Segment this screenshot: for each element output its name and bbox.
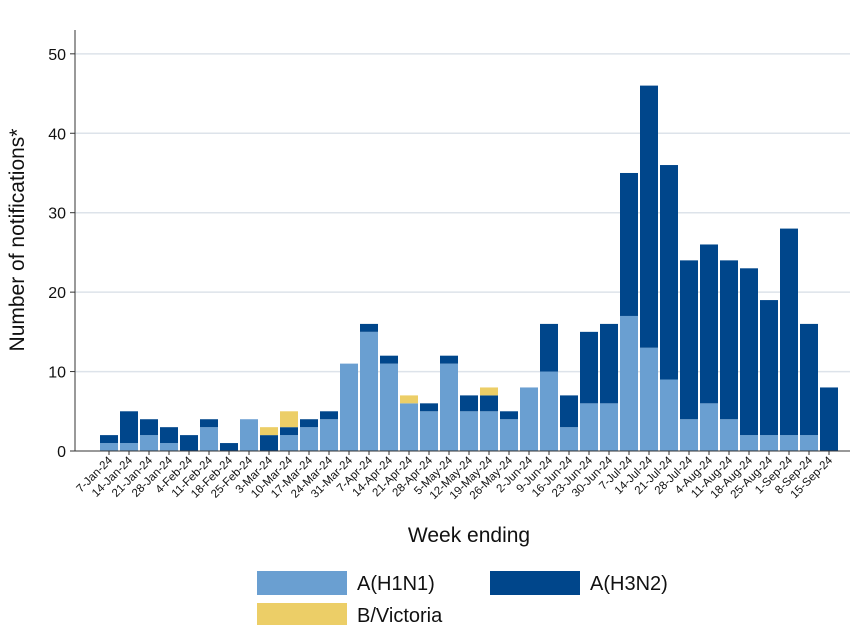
bar-segment — [360, 331, 378, 451]
bar-segment — [260, 427, 278, 436]
bar-segment — [760, 300, 778, 436]
bar-segment — [640, 347, 658, 451]
bar-segment — [280, 411, 298, 428]
legend-swatch — [257, 571, 347, 595]
bar-segment — [380, 363, 398, 451]
bar-segment — [680, 419, 698, 451]
bar-segment — [420, 403, 438, 412]
bar-segment — [520, 387, 538, 451]
bar-segment — [400, 403, 418, 451]
legend-label: A(H1N1) — [357, 573, 435, 595]
bar-segment — [160, 443, 178, 451]
bar-segment — [180, 435, 198, 451]
bar-segment — [360, 323, 378, 332]
bar-segment — [700, 244, 718, 404]
y-tick-label: 20 — [48, 285, 66, 302]
bar-segment — [720, 260, 738, 420]
bar-segment — [620, 315, 638, 451]
bar-segment — [200, 419, 218, 428]
bar-segment — [600, 323, 618, 404]
bar-segment — [560, 427, 578, 451]
bar-segment — [740, 268, 758, 436]
bar-segment — [740, 435, 758, 451]
bar-segment — [660, 379, 678, 451]
legend-swatch — [490, 571, 580, 595]
bar-segment — [480, 411, 498, 451]
bar-segment — [480, 387, 498, 396]
bar-segment — [200, 427, 218, 451]
bar-segment — [280, 435, 298, 451]
bar-segment — [480, 395, 498, 412]
bar-segment — [340, 363, 358, 451]
y-tick-label: 40 — [48, 126, 66, 143]
bar-segment — [280, 427, 298, 436]
y-tick-label: 10 — [48, 365, 66, 382]
legend-swatch — [257, 603, 347, 627]
bar-segment — [620, 172, 638, 316]
bar-segment — [700, 403, 718, 451]
bar-segment — [120, 443, 138, 451]
bar-segment — [100, 435, 118, 444]
bar-segment — [240, 419, 258, 451]
bar-segment — [580, 403, 598, 451]
bar-segment — [780, 435, 798, 451]
legend-label: B/Victoria — [357, 605, 443, 625]
bar-segment — [320, 411, 338, 420]
bar-segment — [260, 435, 278, 451]
y-axis-label: Number of notifications* — [6, 129, 29, 352]
bar-segment — [580, 331, 598, 404]
bar-segment — [160, 427, 178, 444]
bar-segment — [380, 355, 398, 364]
bar-segment — [140, 419, 158, 436]
bar-segment — [440, 363, 458, 451]
bar-segment — [440, 355, 458, 364]
y-tick-label: 50 — [48, 47, 66, 64]
bar-segment — [640, 85, 658, 348]
bar-segment — [400, 395, 418, 404]
bar-segment — [760, 435, 778, 451]
bar-segment — [500, 419, 518, 451]
bar-segment — [560, 395, 578, 428]
bar-segment — [420, 411, 438, 451]
bar-segment — [780, 228, 798, 436]
y-tick-label: 30 — [48, 206, 66, 223]
bar-segment — [140, 435, 158, 451]
bar-segment — [800, 323, 818, 436]
bar-segment — [820, 387, 838, 451]
bar-segment — [540, 371, 558, 451]
bar-segment — [500, 411, 518, 420]
y-tick-label: 0 — [57, 444, 66, 461]
bar-segment — [300, 419, 318, 428]
bar-segment — [800, 435, 818, 451]
legend-label: A(H3N2) — [590, 573, 668, 595]
bar-segment — [300, 427, 318, 451]
bar-segment — [720, 419, 738, 451]
x-axis-label: Week ending — [408, 524, 530, 547]
bar-segment — [540, 323, 558, 372]
bar-segment — [120, 411, 138, 444]
bar-segment — [600, 403, 618, 451]
bar-segment — [220, 443, 238, 451]
bar-segment — [460, 395, 478, 412]
bar-segment — [660, 165, 678, 380]
bar-segment — [100, 443, 118, 451]
bar-segment — [680, 260, 698, 420]
bar-segment — [460, 411, 478, 451]
bar-segment — [320, 419, 338, 451]
